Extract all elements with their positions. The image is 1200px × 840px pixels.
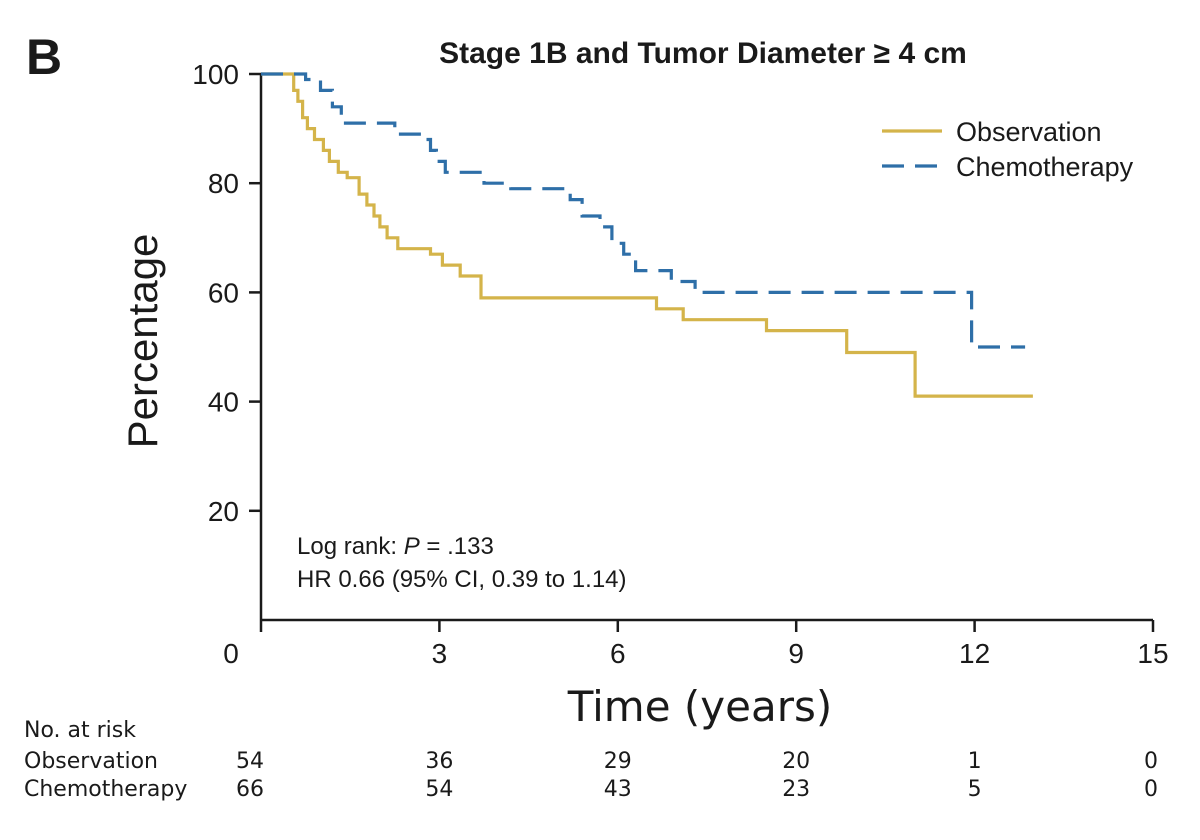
risk-value-observation-3: 36 xyxy=(425,749,453,774)
y-tick-label-100: 100 xyxy=(192,59,239,90)
legend-label-observation: Observation xyxy=(956,117,1102,147)
hazard-ratio-annotation: HR 0.66 (95% CI, 0.39 to 1.14) xyxy=(297,566,627,593)
p-symbol: P xyxy=(404,533,420,560)
p-value: = .133 xyxy=(420,533,494,560)
x-tick-label-6: 6 xyxy=(610,638,626,669)
x-tick-label-0: 0 xyxy=(223,638,239,669)
legend-label-chemotherapy: Chemotherapy xyxy=(956,152,1134,182)
risk-value-observation-6: 29 xyxy=(604,749,632,774)
risk-value-chemotherapy-6: 43 xyxy=(604,777,632,802)
curve-chemotherapy xyxy=(261,72,1026,349)
risk-value-chemotherapy-15: 0 xyxy=(1144,777,1158,802)
risk-table-header: No. at risk xyxy=(24,718,136,743)
risk-value-observation-9: 20 xyxy=(782,749,810,774)
y-tick-label-20: 20 xyxy=(208,496,239,527)
risk-row-label-chemotherapy: Chemotherapy xyxy=(24,777,187,802)
panel-label: B xyxy=(26,29,62,85)
x-tick-label-15: 15 xyxy=(1137,638,1168,669)
risk-value-chemotherapy-3: 54 xyxy=(425,777,453,802)
x-ticks: 0 3 6 9 12 15 xyxy=(223,620,1169,669)
risk-value-chemotherapy-12: 5 xyxy=(968,777,982,802)
chart-title: Stage 1B and Tumor Diameter ≥ 4 cm xyxy=(439,37,967,70)
risk-value-chemotherapy-0: 66 xyxy=(236,777,264,802)
risk-value-observation-0: 54 xyxy=(236,749,264,774)
risk-row-label-observation: Observation xyxy=(24,749,158,774)
log-rank-annotation: Log rank: P = .133 xyxy=(297,533,494,560)
risk-values: 54 36 29 20 1 0 66 54 43 23 5 0 xyxy=(236,749,1158,802)
log-rank-label: Log rank: xyxy=(297,533,404,560)
y-ticks: 20 40 60 80 100 xyxy=(192,59,261,527)
risk-value-chemotherapy-9: 23 xyxy=(782,777,810,802)
curve-observation xyxy=(261,72,1033,398)
risk-value-observation-12: 1 xyxy=(968,749,982,774)
legend: Observation Chemotherapy xyxy=(882,117,1134,182)
x-tick-label-12: 12 xyxy=(959,638,990,669)
y-tick-label-80: 80 xyxy=(208,168,239,199)
y-axis-label: Percentage xyxy=(119,234,166,449)
y-tick-label-40: 40 xyxy=(208,387,239,418)
risk-value-observation-15: 0 xyxy=(1144,749,1158,774)
x-tick-label-9: 9 xyxy=(788,638,804,669)
survival-curves xyxy=(261,72,1033,398)
x-tick-label-3: 3 xyxy=(432,638,448,669)
x-axis-label: Time (years) xyxy=(567,682,833,731)
y-tick-label-60: 60 xyxy=(208,277,239,308)
